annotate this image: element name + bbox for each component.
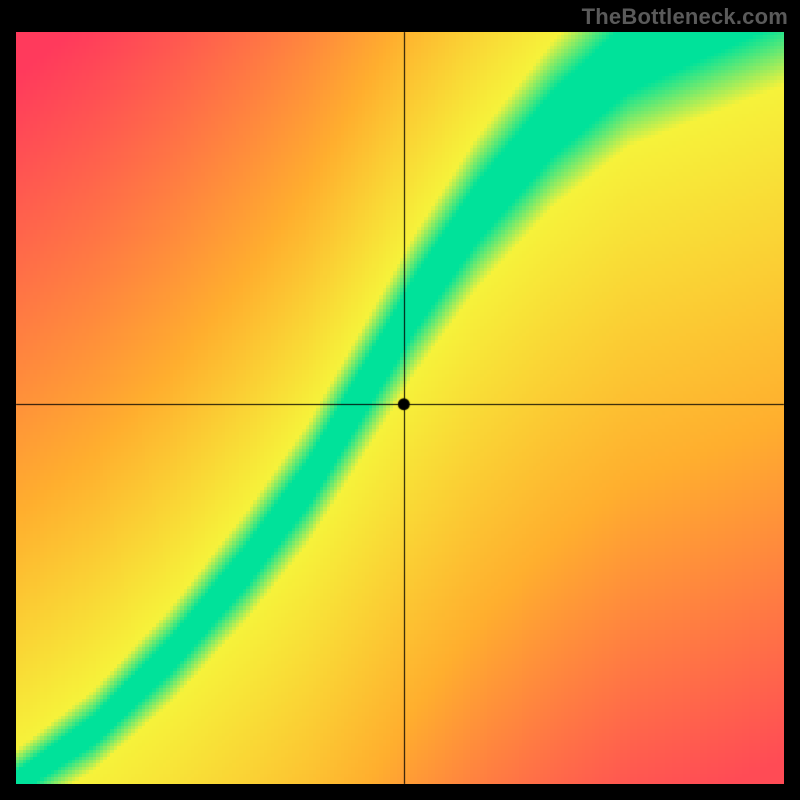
watermark-text: TheBottleneck.com — [582, 4, 788, 30]
chart-container: TheBottleneck.com — [0, 0, 800, 800]
overlay-canvas — [0, 0, 800, 800]
